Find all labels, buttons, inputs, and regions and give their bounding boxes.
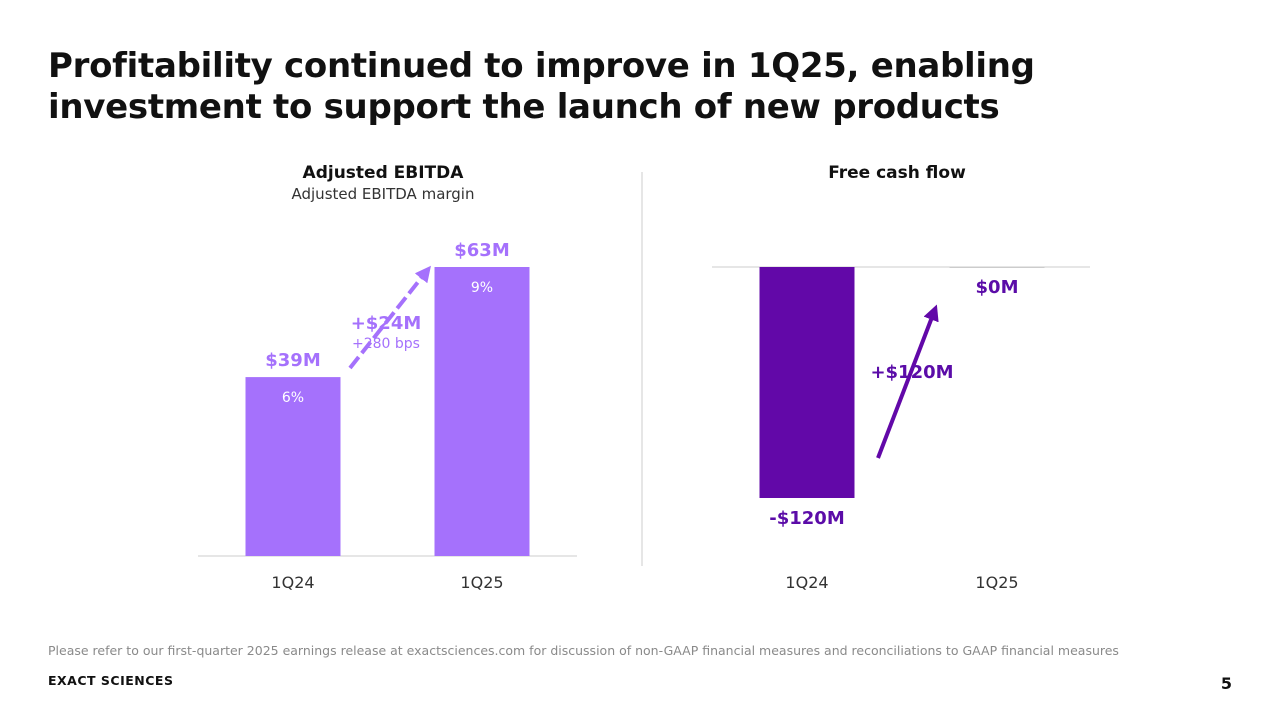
fcf-chart: Free cash flow -$120M $0M 1Q24 1Q25 +$12… bbox=[712, 163, 1090, 592]
fcf-value-label-1q25: $0M bbox=[976, 277, 1019, 298]
title-line-2: investment to support the launch of new … bbox=[48, 87, 1000, 127]
fcf-bar-1q25 bbox=[949, 267, 1045, 268]
fcf-x-tick-1q24: 1Q24 bbox=[785, 573, 828, 592]
ebitda-chart: Adjusted EBITDA Adjusted EBITDA margin $… bbox=[198, 163, 577, 592]
fcf-x-tick-1q25: 1Q25 bbox=[975, 573, 1018, 592]
ebitda-value-label-1q25: $63M bbox=[454, 240, 510, 261]
ebitda-value-label-1q24: $39M bbox=[265, 350, 321, 371]
ebitda-change-label: +$24M bbox=[351, 313, 422, 334]
fcf-chart-title: Free cash flow bbox=[828, 163, 966, 183]
ebitda-chart-subtitle: Adjusted EBITDA margin bbox=[292, 185, 475, 203]
title-line-1: Profitability continued to improve in 1Q… bbox=[48, 46, 1035, 86]
ebitda-change-detail: +280 bps bbox=[352, 336, 420, 352]
ebitda-bar-1q24 bbox=[245, 377, 341, 556]
page-number: 5 bbox=[1220, 674, 1232, 693]
fcf-change-label: +$120M bbox=[870, 362, 953, 383]
ebitda-x-tick-1q25: 1Q25 bbox=[460, 573, 503, 592]
fcf-value-label-1q24: -$120M bbox=[769, 508, 844, 529]
ebitda-x-tick-1q24: 1Q24 bbox=[271, 573, 314, 592]
ebitda-margin-label-1q24: 6% bbox=[282, 390, 304, 406]
ebitda-chart-title: Adjusted EBITDA bbox=[303, 163, 465, 183]
ebitda-bar-1q25 bbox=[434, 267, 530, 556]
ebitda-change-arrow bbox=[348, 265, 431, 370]
ebitda-margin-label-1q25: 9% bbox=[471, 280, 493, 296]
page-title: Profitability continued to improve in 1Q… bbox=[48, 46, 1148, 128]
brand-logo-text: EXACT SCIENCES bbox=[48, 673, 174, 688]
footnote: Please refer to our first-quarter 2025 e… bbox=[48, 643, 1119, 658]
fcf-change-arrow bbox=[876, 304, 939, 459]
fcf-bar-1q24 bbox=[759, 267, 855, 498]
